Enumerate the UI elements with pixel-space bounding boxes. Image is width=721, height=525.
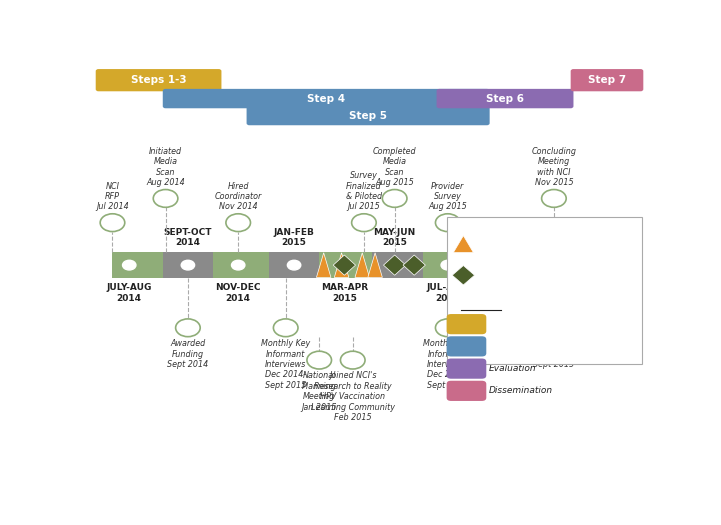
Text: Step 4: Step 4 [307, 93, 345, 103]
Circle shape [100, 214, 125, 232]
Text: MAR-APR
2015: MAR-APR 2015 [321, 283, 368, 302]
Polygon shape [355, 253, 369, 277]
Circle shape [435, 214, 460, 232]
Text: Step 6: Step 6 [486, 93, 524, 103]
Circle shape [154, 190, 178, 207]
Polygon shape [317, 253, 331, 277]
FancyBboxPatch shape [96, 69, 221, 91]
Circle shape [435, 319, 460, 337]
Bar [269, 252, 319, 278]
Text: Step 5: Step 5 [349, 111, 387, 121]
Polygon shape [580, 253, 595, 277]
Circle shape [352, 214, 376, 232]
Text: Completed
Media
Scan
Aug 2015: Completed Media Scan Aug 2015 [373, 147, 417, 187]
Text: NOV-DEC
2015: NOV-DEC 2015 [565, 283, 610, 302]
Text: KY HPV Team
Meetings: KY HPV Team Meetings [489, 266, 548, 285]
Circle shape [337, 260, 351, 270]
Text: MAY-JUN
2015: MAY-JUN 2015 [373, 228, 416, 247]
Text: Monthly Key
Informant
Interviews
Dec 2014-
Sept 2015: Monthly Key Informant Interviews Dec 201… [261, 339, 310, 390]
Text: Awarded
Funding
Sept 2014: Awarded Funding Sept 2014 [167, 339, 208, 369]
Circle shape [541, 319, 566, 337]
Circle shape [288, 260, 301, 270]
Circle shape [388, 260, 402, 270]
Text: Steps 1-3: Steps 1-3 [131, 75, 187, 85]
Circle shape [181, 260, 195, 270]
FancyBboxPatch shape [247, 106, 490, 125]
Circle shape [273, 319, 298, 337]
Text: Joined NCI's
Research to Reality
HPV Vaccination
Learning Community
Feb 2015: Joined NCI's Research to Reality HPV Vac… [311, 372, 395, 422]
Circle shape [441, 260, 454, 270]
Circle shape [580, 260, 594, 270]
Text: Initiated
Media
Scan
Aug 2014: Initiated Media Scan Aug 2014 [146, 147, 185, 187]
Circle shape [494, 260, 508, 270]
FancyBboxPatch shape [570, 69, 643, 91]
Bar [319, 252, 372, 278]
FancyBboxPatch shape [446, 381, 486, 401]
Text: Hired
Coordinator
Nov 2014: Hired Coordinator Nov 2014 [215, 182, 262, 212]
Text: Provider
Survey
Aug 2015: Provider Survey Aug 2015 [428, 182, 467, 212]
Polygon shape [454, 236, 474, 253]
Bar [476, 252, 523, 278]
Circle shape [226, 214, 250, 232]
Circle shape [541, 190, 566, 207]
Bar [163, 252, 213, 278]
Text: Development: Development [489, 319, 549, 328]
FancyBboxPatch shape [446, 337, 486, 356]
Text: SEPT-OCT
2015: SEPT-OCT 2015 [477, 228, 525, 247]
Text: Step 7: Step 7 [588, 75, 626, 85]
Circle shape [123, 260, 136, 270]
Text: Monthly Key
Informant
Interviews
Dec 2014-
Sept 2015: Monthly Key Informant Interviews Dec 201… [423, 339, 472, 390]
Polygon shape [333, 255, 355, 275]
Text: Dissemination: Dissemination [489, 386, 553, 395]
FancyBboxPatch shape [446, 359, 486, 379]
Text: Phases: Phases [461, 299, 495, 309]
Polygon shape [368, 253, 382, 277]
Text: Concluding
Meeting
with NCI
Nov 2015: Concluding Meeting with NCI Nov 2015 [531, 147, 576, 187]
Polygon shape [335, 253, 349, 277]
Text: Informational
Presentations: Informational Presentations [489, 235, 550, 254]
Bar [372, 252, 423, 278]
Text: Provider
Interviews
Sept 2015: Provider Interviews Sept 2015 [534, 339, 575, 369]
FancyBboxPatch shape [163, 89, 490, 108]
Polygon shape [452, 266, 474, 285]
Bar [523, 252, 573, 278]
FancyBboxPatch shape [437, 89, 573, 108]
Text: Evaluation: Evaluation [489, 364, 536, 373]
Circle shape [547, 260, 561, 270]
Text: National
Planning
Meeting
Jan 2015: National Planning Meeting Jan 2015 [301, 372, 337, 412]
Bar [112, 252, 163, 278]
Text: SEPT-OCT
2014: SEPT-OCT 2014 [164, 228, 212, 247]
Polygon shape [403, 255, 425, 275]
Circle shape [231, 260, 245, 270]
Text: Survey
Finalized
& Piloted
Jul 2015: Survey Finalized & Piloted Jul 2015 [346, 171, 382, 212]
Circle shape [176, 319, 200, 337]
Bar [573, 252, 635, 278]
Circle shape [382, 190, 407, 207]
Polygon shape [384, 255, 406, 275]
Circle shape [340, 351, 365, 369]
Text: Implementation: Implementation [489, 341, 560, 351]
Text: NOV-DEC
2014: NOV-DEC 2014 [216, 283, 261, 302]
Bar [446, 217, 642, 364]
Text: NCI
RFP
Jul 2014: NCI RFP Jul 2014 [96, 182, 129, 212]
Text: JUL-AUG
2015: JUL-AUG 2015 [427, 283, 469, 302]
Text: JULY-AUG
2014: JULY-AUG 2014 [107, 283, 152, 302]
Bar [213, 252, 269, 278]
Text: JAN-FEB
2015: JAN-FEB 2015 [274, 228, 314, 247]
FancyBboxPatch shape [446, 314, 486, 334]
Bar [423, 252, 476, 278]
Circle shape [307, 351, 332, 369]
